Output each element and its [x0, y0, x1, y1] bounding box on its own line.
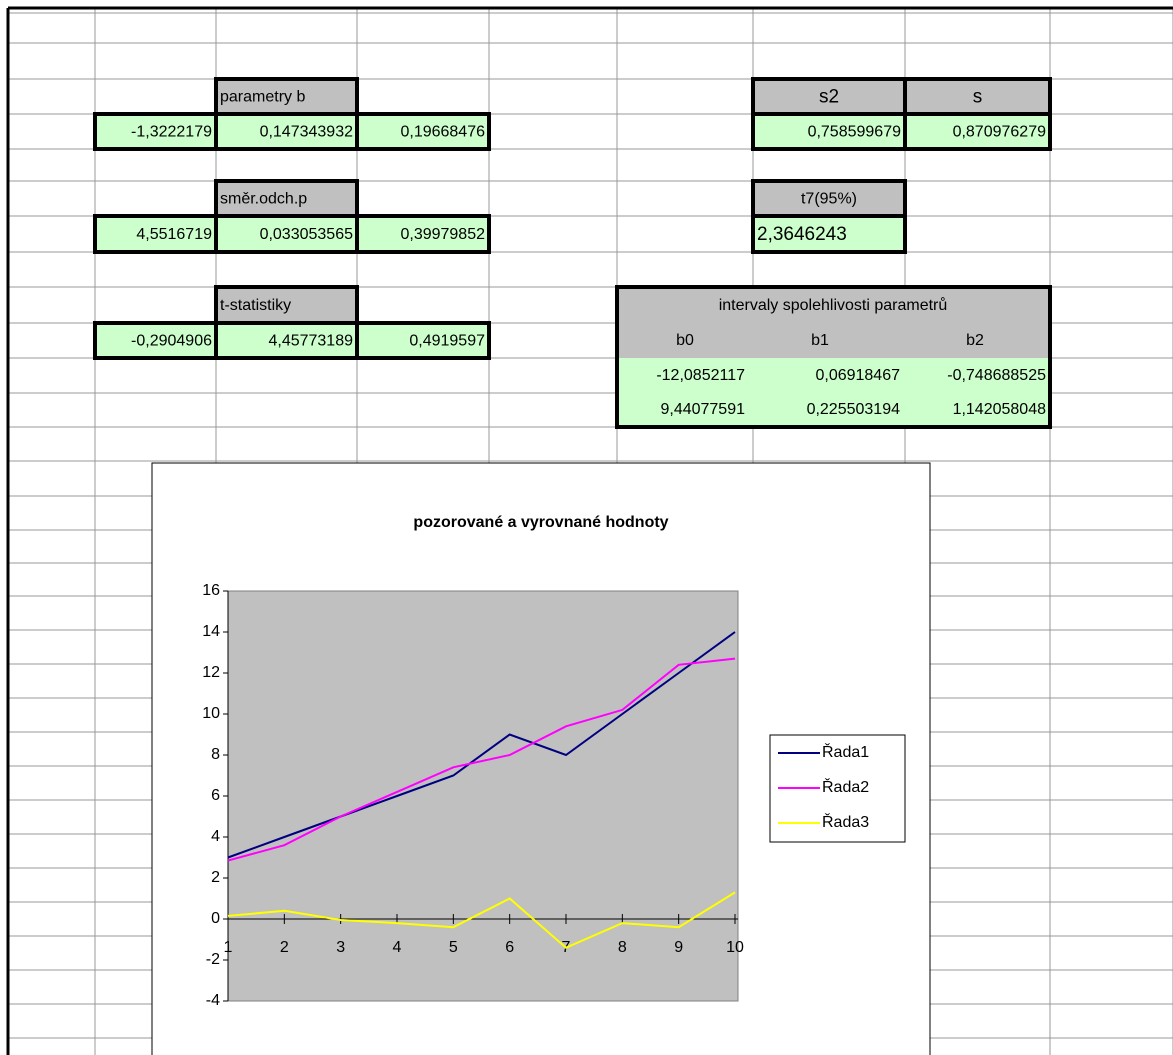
cell — [214, 214, 359, 254]
y-tick-label: 10 — [202, 705, 220, 722]
y-tick-label: 4 — [211, 828, 220, 845]
x-tick-label: 1 — [224, 939, 233, 956]
cell-text: parametry b — [220, 89, 305, 106]
legend-label: Řada2 — [822, 777, 869, 796]
cell — [903, 112, 1052, 151]
y-tick-label: 8 — [211, 746, 220, 763]
cell-text: t7(95%) — [801, 191, 857, 208]
series-line — [227, 657, 736, 862]
y-tick-label: 16 — [202, 582, 220, 599]
interval-value: 0,225503194 — [807, 401, 901, 418]
interval-header: b0 — [676, 332, 694, 349]
cell-text: -1,3222179 — [131, 124, 212, 141]
plot-area — [227, 590, 739, 1002]
cell-text: 0,147343932 — [260, 124, 354, 141]
cell-text: 0,39979852 — [400, 226, 485, 243]
cell — [751, 214, 907, 254]
interval-header: b1 — [811, 332, 829, 349]
x-tick-label: 5 — [449, 939, 458, 956]
cell-text: 4,5516719 — [136, 226, 212, 243]
interval-title: intervaly spolehlivosti parametrů — [719, 296, 948, 314]
interval-value: 0,06918467 — [815, 367, 900, 384]
cell — [214, 112, 359, 151]
y-tick-label: 14 — [202, 623, 220, 640]
cell-text: t-statistiky — [220, 297, 291, 314]
cell — [214, 179, 359, 218]
x-tick-label: 9 — [674, 939, 683, 956]
x-tick-label: 4 — [393, 939, 402, 956]
y-tick-label: 6 — [211, 787, 220, 804]
cell — [93, 214, 218, 254]
cell — [355, 321, 491, 360]
y-tick-label: -2 — [206, 951, 220, 968]
cell-text: s2 — [819, 87, 839, 108]
cell — [355, 112, 491, 151]
x-tick-label: 3 — [336, 939, 345, 956]
x-tick-label: 2 — [280, 939, 289, 956]
cell-text: 0,758599679 — [808, 124, 902, 141]
interval-value: 1,142058048 — [953, 401, 1047, 418]
series-line — [227, 891, 736, 949]
interval-value: -12,0852117 — [656, 367, 745, 384]
cell-text: 4,45773189 — [268, 333, 353, 350]
cell — [355, 214, 491, 254]
legend-label: Řada1 — [822, 742, 869, 761]
legend-label: Řada3 — [822, 812, 869, 831]
cell-text: 0,033053565 — [260, 226, 354, 243]
interval-body-bg — [617, 358, 1050, 427]
cell — [93, 321, 218, 360]
cell — [214, 77, 359, 116]
cell-text: -0,2904906 — [131, 333, 212, 350]
cell — [903, 77, 1052, 116]
chart-title: pozorované a vyrovnané hodnoty — [413, 514, 668, 531]
cell-text: 0,4919597 — [409, 333, 485, 350]
cell-text: směr.odch.p — [220, 191, 307, 208]
cell — [93, 112, 218, 151]
interval-header: b2 — [966, 332, 984, 349]
cell-text: 0,870976279 — [953, 124, 1047, 141]
interval-value: 9,44077591 — [660, 401, 745, 418]
y-tick-label: 0 — [211, 910, 220, 927]
x-tick-label: 8 — [618, 939, 627, 956]
y-tick-label: 2 — [211, 869, 220, 886]
x-tick-label: 10 — [726, 939, 744, 956]
cell-text: 0,19668476 — [400, 124, 485, 141]
interval-border — [615, 285, 1052, 429]
cell-text: 2,3646243 — [757, 224, 847, 245]
cell-text: s — [973, 87, 983, 108]
series-line — [227, 631, 736, 859]
interval-header-bg — [617, 287, 1050, 358]
cell — [751, 112, 907, 151]
interval-value: -0,748688525 — [947, 367, 1046, 384]
x-tick-label: 6 — [505, 939, 514, 956]
cell — [751, 179, 907, 218]
y-tick-label: -4 — [206, 992, 220, 1009]
y-tick-label: 12 — [202, 664, 220, 681]
